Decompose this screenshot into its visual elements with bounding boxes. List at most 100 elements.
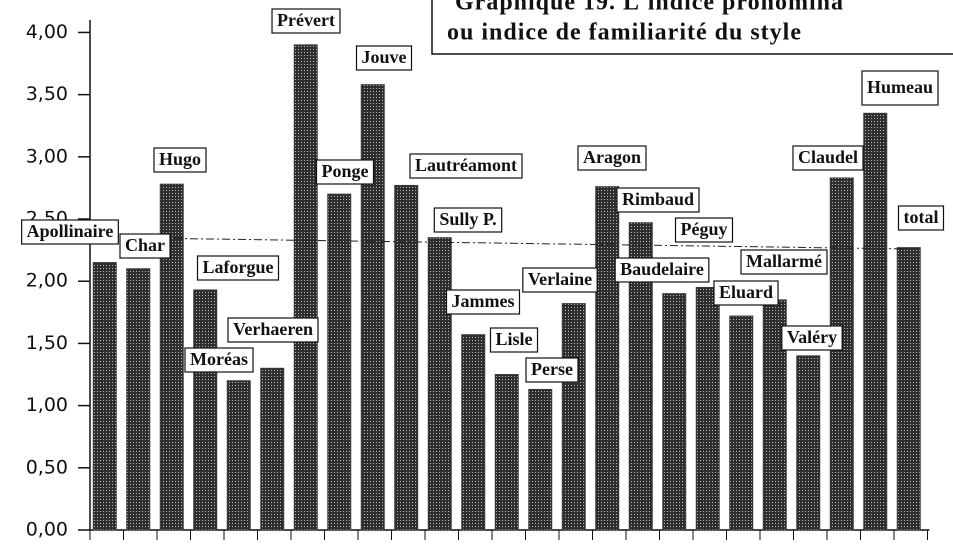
bar [695,286,720,531]
label-box [153,147,207,173]
label-box [433,207,503,233]
label-box [184,347,254,373]
bar [226,380,251,531]
title-box: Graphique 19. L'indice pronomina ou indi… [431,0,953,55]
y-tick-label: 1,50 [26,332,68,354]
bar [829,177,854,531]
bar-label: Lisle [489,327,539,353]
label-box [792,145,864,171]
bar-label: Verhaeren [227,317,319,343]
bar-label: Jammes [445,289,521,315]
bar-label: Perse [525,357,579,383]
category-label: Humeau [867,77,933,97]
label-box [781,325,843,351]
label-box [489,327,539,353]
label-box [861,70,939,106]
bar [628,222,653,531]
bar-label: Laforgue [196,255,280,281]
bar [360,84,385,531]
label-box [315,159,375,185]
bar-label: Apollinaire [21,219,119,245]
mean-line [29,235,906,250]
category-label: Jammes [452,291,515,311]
chart-title: Graphique 19. L'indice pronomina [455,0,844,16]
category-label: Laforgue [203,257,274,277]
category-label: Aragon [583,147,641,167]
bar [863,112,888,531]
category-label: Jouve [362,47,407,67]
label-box [119,233,171,259]
bar-label: Prévert [271,8,341,34]
bar-label: total [897,205,945,231]
category-label: Ponge [322,161,369,181]
bar [461,334,486,531]
category-label: Hugo [159,149,201,169]
category-label: Perse [531,359,573,379]
category-label: Moréas [190,349,248,369]
category-label: Verhaeren [233,319,313,339]
y-tick-label: 4,00 [26,21,68,43]
bar [528,388,553,531]
label-box [525,357,579,383]
bar [662,293,687,531]
category-label: total [904,207,939,227]
label-box [897,205,945,231]
bar-label: Péguy [674,217,734,243]
y-tick-label: 1,00 [26,394,68,416]
label-box [616,187,700,213]
title-frame [431,0,953,55]
bar [394,184,419,531]
category-label: Verlaine [528,269,592,289]
bar [427,237,452,531]
label-box [21,219,119,245]
category-label: Rimbaud [622,189,694,209]
y-tick-label: 3,00 [26,145,68,167]
label-box [614,257,710,283]
bar-label: Ponge [315,159,375,185]
bar-label: Hugo [153,147,207,173]
category-label: Valéry [787,327,837,347]
bar-label: Valéry [781,325,843,351]
category-label: Prévert [277,10,335,30]
bar-label: Eluard [713,280,779,306]
bar [293,44,318,531]
bar [729,315,754,531]
label-box [445,289,521,315]
label-box [740,249,828,275]
bar [796,355,821,531]
bar [193,289,218,531]
bar-label: Rimbaud [616,187,700,213]
category-label: Apollinaire [27,221,114,241]
label-box [355,45,413,71]
label-box [577,145,647,171]
category-label: Sully P. [439,209,496,229]
label-box [522,267,598,293]
y-tick-label: 0,50 [26,456,68,478]
y-tick-label: 2,00 [26,270,68,292]
bar-label: Aragon [577,145,647,171]
bar [896,247,921,531]
chart-subtitle: ou indice de familiarité du style [447,20,802,46]
category-label: Baudelaire [620,259,704,279]
label-box [713,280,779,306]
bar [595,186,620,531]
bar [327,193,352,531]
y-tick-label: 3,50 [26,83,68,105]
category-label: Mallarmé [746,251,822,271]
category-label: Eluard [719,282,773,302]
category-label: Lautréamont [415,155,517,175]
bar-label: Moréas [184,347,254,373]
category-label: Char [125,235,165,255]
bar [494,374,519,531]
label-box [227,317,319,343]
bar [561,303,586,531]
label-box [271,8,341,34]
category-label: Claudel [798,147,858,167]
bar-label: Sully P. [433,207,503,233]
category-label: Péguy [681,219,728,239]
bar-label: Mallarmé [740,249,828,275]
y-tick-label: 0,00 [26,519,68,541]
bar-label: Lautréamont [409,153,523,179]
label-box [674,217,734,243]
